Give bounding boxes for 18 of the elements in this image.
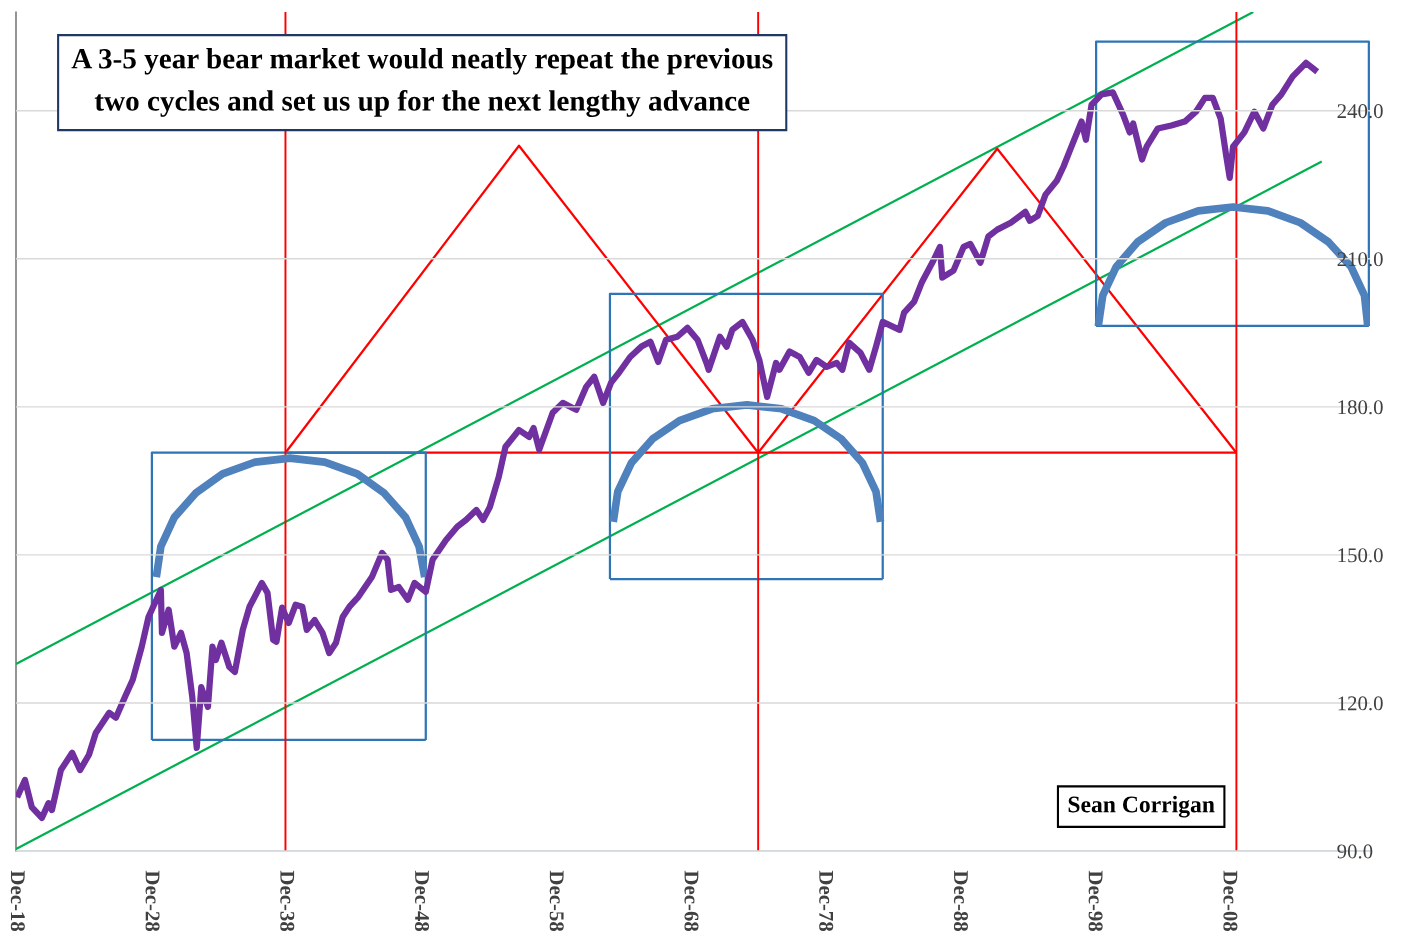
y-tick-label: 240.0	[1337, 104, 1383, 119]
x-tick-label: Dec-18	[10, 870, 25, 932]
x-tick-label: Dec-58	[549, 870, 564, 932]
y-tick-label: 180.0	[1338, 400, 1383, 415]
x-tick-label: Dec-98	[1088, 870, 1103, 932]
x-tick-label: Dec-88	[953, 870, 968, 932]
x-tick-label: Dec-28	[145, 870, 160, 932]
x-tick-label: Dec-68	[684, 870, 699, 932]
y-tick-label: 210.0	[1337, 252, 1383, 267]
x-tick-label: Dec-38	[280, 870, 295, 932]
y-tick-label: 90.0	[1337, 844, 1373, 859]
x-tick-label: Dec-08	[1223, 870, 1238, 932]
annotation: A 3-5 year bear market would neatly repeat the previous two cycles and set us up for the next lengthy advance	[71, 48, 773, 117]
x-tick-label: Dec-78	[819, 870, 834, 932]
y-tick-label: 150.0	[1338, 548, 1383, 563]
x-tick-label: Dec-48	[414, 870, 430, 932]
annotation: Sean Corrigan	[1068, 795, 1215, 818]
y-tick-label: 120.0	[1338, 696, 1383, 711]
